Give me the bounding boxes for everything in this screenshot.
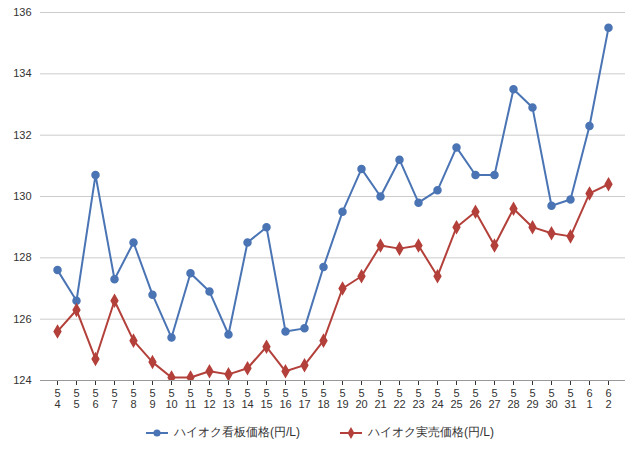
svg-text:519: 519 [336,387,348,410]
svg-text:518: 518 [317,387,329,410]
svg-text:61: 61 [586,387,592,410]
svg-text:136: 136 [13,6,31,18]
svg-text:124: 124 [13,374,31,386]
svg-text:128: 128 [13,251,31,263]
svg-text:520: 520 [355,387,367,410]
svg-text:134: 134 [13,67,31,79]
svg-text:56: 56 [92,387,98,410]
svg-text:523: 523 [412,387,424,410]
svg-text:516: 516 [279,387,291,410]
svg-text:527: 527 [488,387,500,410]
svg-text:511: 511 [185,387,196,410]
svg-text:530: 530 [545,387,557,410]
svg-text:525: 525 [450,387,462,410]
svg-text:528: 528 [507,387,519,410]
svg-text:531: 531 [564,387,576,410]
svg-text:54: 54 [54,387,60,410]
svg-text:57: 57 [111,387,117,410]
svg-text:132: 132 [13,129,31,141]
svg-text:526: 526 [469,387,481,410]
svg-text:512: 512 [203,387,215,410]
svg-text:524: 524 [431,387,443,410]
svg-text:510: 510 [165,387,177,410]
svg-text:513: 513 [222,387,234,410]
svg-text:58: 58 [130,387,136,410]
svg-text:62: 62 [605,387,611,410]
svg-text:59: 59 [149,387,155,410]
svg-text:126: 126 [13,313,31,325]
svg-text:55: 55 [73,387,79,410]
svg-text:130: 130 [13,190,31,202]
svg-text:522: 522 [393,387,405,410]
html-text:ハイオク実売価格(円/L): ハイオク実売価格(円/L) [368,425,494,439]
svg-text:517: 517 [298,387,310,410]
svg-text:515: 515 [260,387,272,410]
svg-text:529: 529 [526,387,538,410]
html-text:ハイオク看板価格(円/L): ハイオク看板価格(円/L) [174,425,300,439]
svg-text:521: 521 [374,387,386,410]
svg-text:514: 514 [241,387,253,410]
